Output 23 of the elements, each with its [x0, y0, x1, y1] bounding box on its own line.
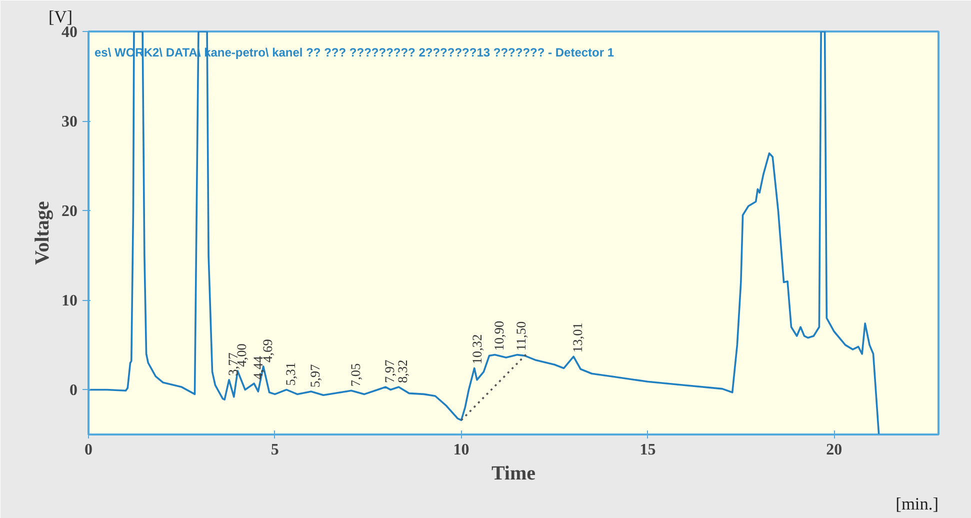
annotation: 10,32	[470, 334, 485, 364]
annotation: 13,01	[570, 322, 586, 353]
y-tick-label: 0	[70, 382, 78, 400]
annotation: 7,05	[348, 362, 363, 387]
y-tick-label: 40	[62, 24, 78, 41]
x-tick-label: 0	[84, 442, 92, 458]
x-tick-label: 15	[640, 442, 656, 458]
annotation: 5,97	[308, 364, 323, 388]
annotation: 8,32	[395, 360, 410, 384]
annotation: 10,90	[491, 320, 506, 351]
text: [V]	[48, 8, 73, 26]
x-axis-title: Time	[491, 462, 536, 484]
annotation: 7,97	[382, 359, 398, 384]
annotation: 5,31	[282, 362, 298, 386]
x-tick-label: 20	[826, 442, 842, 458]
x-tick-label: 5	[270, 442, 279, 458]
y-tick-label: 20	[62, 203, 78, 220]
annotation: 11,50	[514, 320, 529, 351]
y-tick-label: 10	[62, 292, 78, 310]
text: [min.]	[896, 494, 939, 514]
y-axis-title: Voltage	[32, 201, 54, 265]
y-tick-label: 30	[62, 114, 78, 131]
x-tick-label: 10	[453, 442, 470, 458]
